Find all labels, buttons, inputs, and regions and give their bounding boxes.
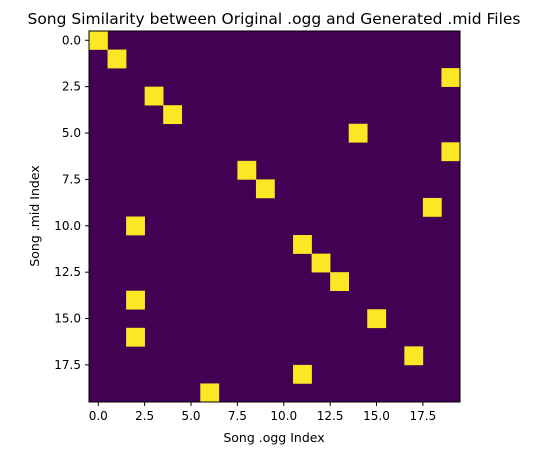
y-tick-label: 5.0 (62, 126, 81, 140)
x-tick-label: 12.5 (317, 409, 344, 423)
x-tick-label: 0.0 (89, 409, 108, 423)
heatmap-cell (89, 31, 108, 50)
y-tick-label: 15.0 (54, 312, 81, 326)
y-tick-label: 12.5 (54, 265, 81, 279)
y-tick-label: 7.5 (62, 172, 81, 186)
heatmap-cell (107, 49, 127, 69)
heatmap-cell (348, 123, 368, 143)
heatmap-cell (237, 160, 257, 180)
heatmap-cell (367, 309, 387, 329)
heatmap-cell (200, 383, 220, 403)
heatmap-cell (293, 235, 312, 254)
y-axis-label: Song .mid Index (27, 165, 42, 266)
x-tick-label: 7.5 (228, 409, 247, 423)
x-tick-label: 17.5 (410, 409, 437, 423)
x-tick-label: 2.5 (135, 409, 154, 423)
heatmap-cell (126, 216, 145, 236)
heatmap-cell (255, 179, 275, 199)
y-axis-ticks: 0.0 2.5 5.0 7.5 10.0 12.5 15.0 17.5 (54, 33, 89, 372)
y-tick-label: 17.5 (54, 358, 81, 372)
x-axis-label: Song .ogg Index (223, 430, 324, 445)
heatmap-cell (126, 290, 145, 310)
x-tick-label: 15.0 (363, 409, 390, 423)
heatmap-cell (144, 86, 164, 106)
heatmap-cell (126, 327, 145, 347)
heatmap-cell (441, 142, 461, 162)
x-tick-label: 10.0 (270, 409, 297, 423)
y-tick-label: 10.0 (54, 219, 81, 233)
heatmap-cell (163, 105, 183, 125)
heatmap-cell (293, 364, 312, 384)
heatmap-cell (441, 68, 461, 87)
plot-frame (88, 30, 461, 403)
heatmap-cell (404, 346, 424, 366)
heatmap-cell (422, 197, 442, 217)
heatmap-cell (330, 272, 349, 291)
chart-title: Song Similarity between Original .ogg an… (27, 10, 520, 28)
y-tick-label: 2.5 (62, 80, 81, 94)
x-axis-ticks: 0.0 2.5 5.0 7.5 10.0 12.5 15.0 17.5 (89, 402, 437, 423)
x-tick-label: 5.0 (181, 409, 200, 423)
heatmap-cell (311, 253, 331, 273)
heatmap-cells (89, 31, 461, 403)
y-tick-label: 0.0 (62, 33, 81, 47)
